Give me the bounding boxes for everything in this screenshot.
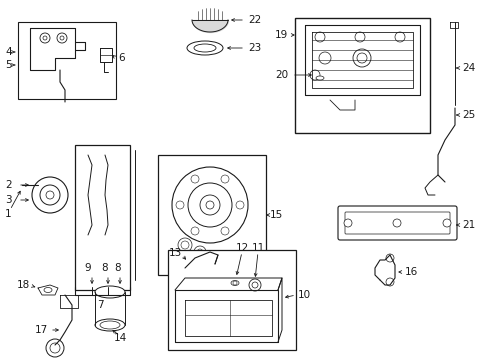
Circle shape bbox=[205, 201, 214, 209]
Text: 21: 21 bbox=[461, 220, 474, 230]
Circle shape bbox=[356, 53, 366, 63]
Text: 25: 25 bbox=[461, 110, 474, 120]
Text: 17: 17 bbox=[35, 325, 48, 335]
Text: 3: 3 bbox=[5, 195, 12, 205]
Text: 14: 14 bbox=[113, 333, 126, 343]
Text: 22: 22 bbox=[247, 15, 261, 25]
Circle shape bbox=[200, 195, 220, 215]
Circle shape bbox=[354, 32, 364, 42]
Circle shape bbox=[202, 260, 207, 266]
Circle shape bbox=[251, 282, 258, 288]
Text: 1: 1 bbox=[5, 209, 12, 219]
Circle shape bbox=[192, 257, 198, 263]
Circle shape bbox=[352, 49, 370, 67]
Bar bbox=[158, 155, 265, 275]
Circle shape bbox=[32, 177, 68, 213]
Ellipse shape bbox=[186, 41, 223, 55]
Text: 4: 4 bbox=[5, 47, 12, 57]
Text: 2: 2 bbox=[5, 180, 12, 190]
Text: 8: 8 bbox=[115, 263, 121, 273]
Circle shape bbox=[236, 201, 244, 209]
Circle shape bbox=[43, 36, 47, 40]
Ellipse shape bbox=[95, 319, 125, 331]
Circle shape bbox=[385, 278, 393, 286]
Text: 6: 6 bbox=[118, 53, 124, 63]
Circle shape bbox=[57, 33, 67, 43]
Circle shape bbox=[197, 249, 203, 255]
Ellipse shape bbox=[230, 280, 239, 285]
Text: 24: 24 bbox=[461, 63, 474, 73]
Text: 20: 20 bbox=[274, 70, 287, 80]
Text: 16: 16 bbox=[404, 267, 417, 277]
Ellipse shape bbox=[44, 288, 52, 292]
Text: 19: 19 bbox=[274, 30, 287, 40]
Text: 15: 15 bbox=[269, 210, 283, 220]
Bar bbox=[294, 18, 429, 133]
Text: 18: 18 bbox=[17, 280, 30, 290]
Ellipse shape bbox=[95, 286, 125, 298]
Ellipse shape bbox=[315, 76, 324, 80]
Circle shape bbox=[181, 241, 189, 249]
Text: 5: 5 bbox=[5, 60, 12, 70]
Bar bbox=[75, 145, 130, 290]
Circle shape bbox=[394, 32, 404, 42]
Circle shape bbox=[221, 227, 228, 235]
Circle shape bbox=[221, 175, 228, 183]
Circle shape bbox=[385, 254, 393, 262]
Circle shape bbox=[191, 227, 199, 235]
Text: 23: 23 bbox=[247, 43, 261, 53]
Bar bbox=[168, 250, 295, 350]
Circle shape bbox=[60, 36, 64, 40]
Ellipse shape bbox=[100, 321, 120, 329]
Bar bbox=[18, 22, 116, 99]
Circle shape bbox=[178, 238, 192, 252]
Circle shape bbox=[318, 52, 330, 64]
Text: 13: 13 bbox=[168, 248, 182, 258]
Circle shape bbox=[176, 201, 183, 209]
Text: 11: 11 bbox=[251, 243, 264, 253]
Circle shape bbox=[191, 175, 199, 183]
Text: 9: 9 bbox=[84, 263, 91, 273]
Text: 8: 8 bbox=[102, 263, 108, 273]
Circle shape bbox=[314, 32, 325, 42]
Circle shape bbox=[46, 191, 54, 199]
FancyBboxPatch shape bbox=[337, 206, 456, 240]
Circle shape bbox=[50, 343, 60, 353]
Text: 12: 12 bbox=[235, 243, 248, 253]
Circle shape bbox=[40, 33, 50, 43]
Text: 7: 7 bbox=[97, 300, 103, 310]
Circle shape bbox=[194, 246, 205, 258]
Circle shape bbox=[187, 183, 231, 227]
Circle shape bbox=[248, 279, 261, 291]
Circle shape bbox=[343, 219, 351, 227]
Circle shape bbox=[225, 264, 234, 272]
Circle shape bbox=[309, 70, 319, 80]
Circle shape bbox=[442, 219, 450, 227]
Circle shape bbox=[392, 219, 400, 227]
Circle shape bbox=[232, 281, 237, 285]
Circle shape bbox=[172, 167, 247, 243]
FancyBboxPatch shape bbox=[345, 212, 449, 234]
Circle shape bbox=[213, 258, 217, 262]
Circle shape bbox=[46, 339, 64, 357]
Circle shape bbox=[40, 185, 60, 205]
Ellipse shape bbox=[194, 44, 216, 52]
Text: 10: 10 bbox=[297, 290, 310, 300]
